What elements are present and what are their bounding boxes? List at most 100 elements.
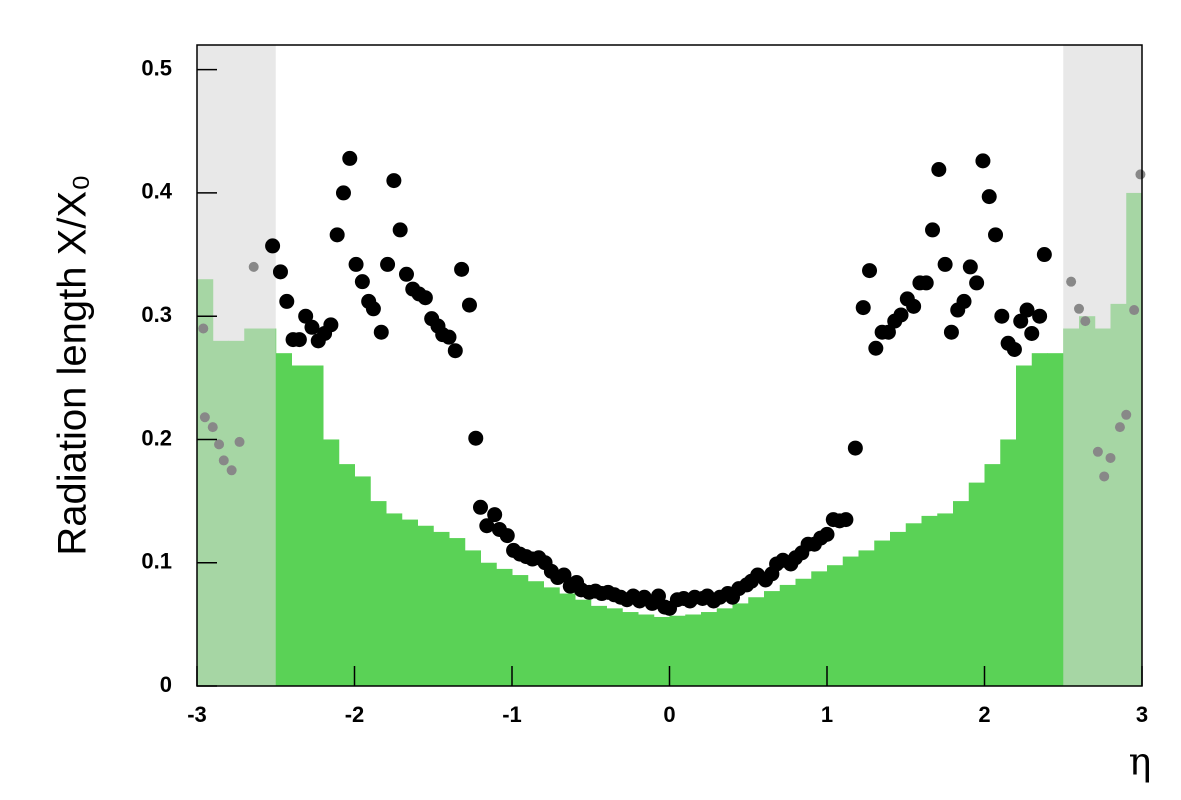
x-tick-label: -3 (187, 702, 207, 727)
x-tick-label: 3 (1136, 702, 1148, 727)
masked-point (1105, 452, 1116, 463)
histogram-bar (795, 578, 812, 686)
histogram-bar (937, 513, 954, 686)
data-point (1013, 313, 1029, 329)
data-point (925, 222, 941, 238)
data-point (272, 264, 288, 280)
histogram-bar (1047, 353, 1064, 686)
histogram-bar (701, 612, 718, 686)
histogram-bar (842, 556, 859, 686)
histogram-bar (559, 593, 576, 686)
data-point (868, 340, 884, 356)
histogram-bar (291, 365, 308, 686)
data-point (392, 222, 408, 238)
data-point (931, 162, 947, 178)
data-point (487, 507, 503, 523)
histogram-bar (323, 439, 340, 686)
masked-point (1121, 409, 1132, 420)
histogram-bar (512, 575, 529, 686)
histogram-bar (638, 614, 655, 686)
data-point (323, 317, 339, 333)
y-tick-label: 0.5 (141, 55, 172, 80)
histogram-bar (953, 501, 970, 686)
data-point (556, 567, 572, 583)
histogram-bar (984, 464, 1001, 686)
masked-point (248, 261, 259, 272)
masked-point (207, 422, 218, 433)
histogram-bar (685, 614, 702, 686)
masked-point (234, 436, 245, 447)
data-point (847, 440, 863, 456)
masked-point (1129, 305, 1140, 316)
histogram-bar (275, 353, 292, 686)
histogram-bar (653, 616, 670, 686)
data-point (855, 300, 871, 316)
histogram-bar (354, 476, 371, 686)
x-tick-label: 2 (978, 702, 990, 727)
masked-point (1135, 169, 1146, 180)
histogram-bar (307, 365, 324, 686)
data-point (1006, 341, 1022, 357)
data-point (365, 301, 381, 317)
data-point (447, 343, 463, 359)
masked-point (1099, 471, 1110, 482)
histogram-bar (874, 540, 891, 686)
histogram-bar (590, 605, 607, 686)
histogram-bar (1031, 353, 1048, 686)
histogram-bar (622, 612, 639, 686)
histogram-bar (433, 531, 450, 686)
data-point (265, 238, 281, 254)
masked-point (1080, 316, 1091, 327)
data-point (988, 227, 1004, 243)
histogram-bar (890, 531, 907, 686)
histogram-bar (921, 515, 938, 686)
data-point (354, 274, 370, 290)
histogram-bar (858, 550, 875, 686)
histogram-bar (370, 501, 387, 686)
data-point (880, 324, 896, 340)
histogram-bar (905, 523, 922, 686)
histogram-bar (811, 571, 828, 686)
data-point (398, 266, 414, 282)
data-point (298, 308, 314, 324)
histogram-bar (716, 608, 733, 686)
data-point (304, 319, 320, 335)
shaded-region (1063, 45, 1142, 686)
histogram-bar (386, 513, 403, 686)
histogram-bar (1016, 365, 1033, 686)
histogram-bar (606, 608, 623, 686)
masked-point (218, 455, 229, 466)
data-point (906, 298, 922, 314)
histogram-bar (480, 562, 497, 686)
x-tick-label: 1 (821, 702, 833, 727)
data-point (380, 256, 396, 272)
histogram-bar (575, 599, 592, 686)
data-point (969, 275, 985, 291)
data-point (943, 324, 959, 340)
data-point (342, 150, 358, 166)
data-point (348, 256, 364, 272)
histogram-bar (527, 581, 544, 686)
histogram-bar (401, 519, 418, 686)
x-axis-label: η (1129, 740, 1152, 784)
data-point (386, 173, 402, 189)
histogram-bar (732, 603, 749, 686)
shaded-region (197, 45, 276, 686)
masked-point (198, 323, 209, 334)
data-point (479, 518, 495, 534)
histogram-bar (764, 591, 781, 686)
histogram-bar (748, 597, 765, 686)
data-point (994, 308, 1010, 324)
data-point (838, 512, 854, 528)
data-point (650, 588, 666, 604)
data-point (918, 275, 934, 291)
histogram-bar (827, 565, 844, 686)
data-point (454, 261, 470, 277)
x-tick-label: 0 (663, 702, 675, 727)
masked-point (1066, 276, 1077, 287)
data-point (962, 259, 978, 275)
data-point (373, 324, 389, 340)
histogram-bar (968, 482, 985, 686)
y-tick-label: 0.4 (141, 179, 172, 204)
data-point (335, 185, 351, 201)
